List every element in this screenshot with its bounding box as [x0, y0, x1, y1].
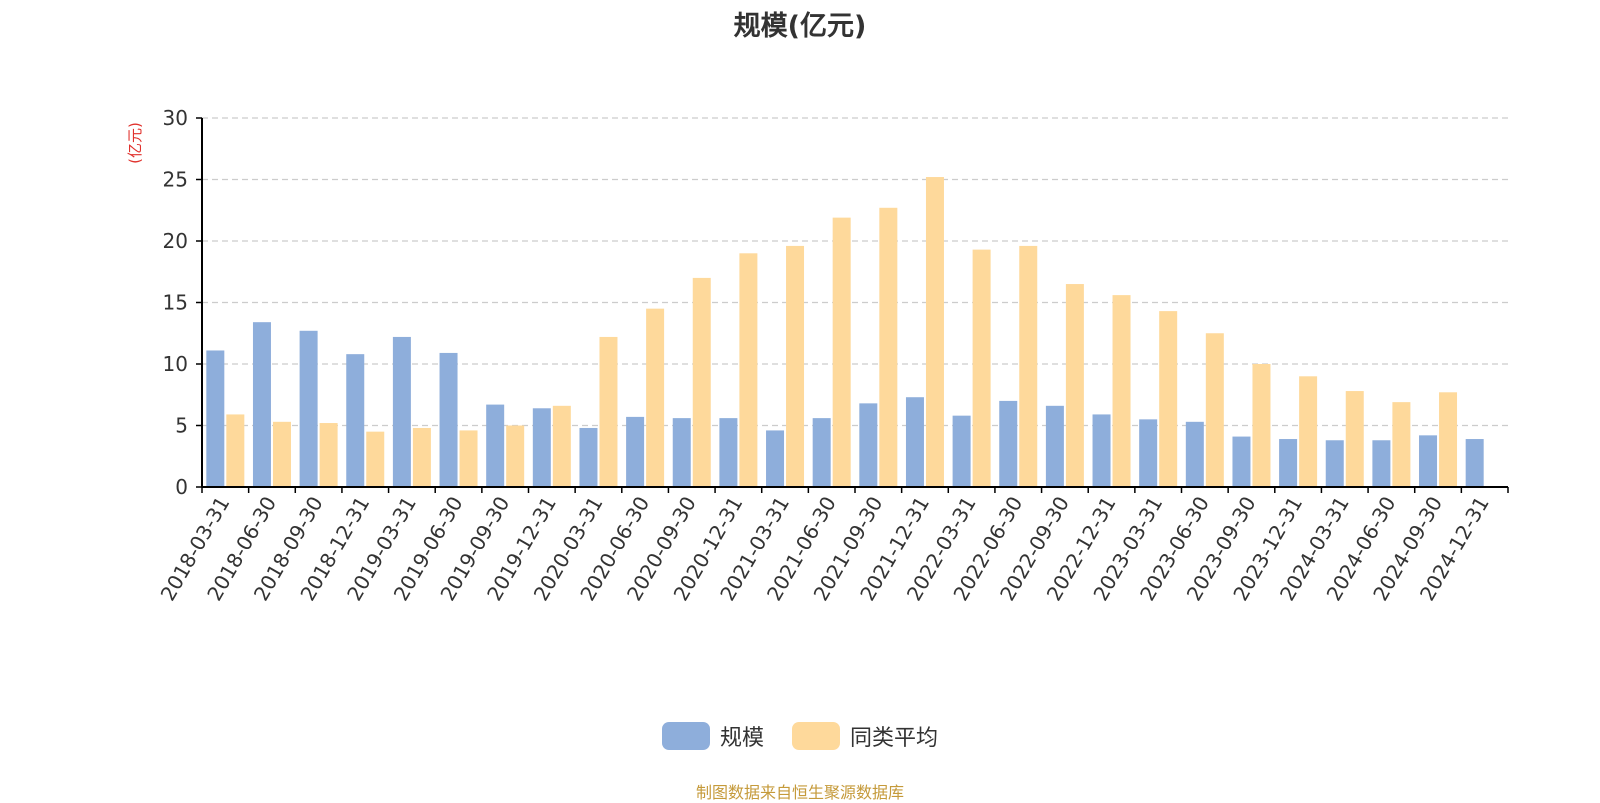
bar-series-1[interactable] — [905, 397, 924, 487]
bar-series-1[interactable] — [719, 418, 738, 487]
bar-series-1[interactable] — [579, 427, 598, 487]
bar-series-2[interactable] — [319, 423, 338, 487]
bar-series-1[interactable] — [1045, 405, 1064, 487]
legend-item-series-1[interactable]: 规模 — [661, 720, 764, 752]
bar-series-2[interactable] — [1439, 392, 1458, 487]
y-tick-label: 25 — [163, 168, 188, 192]
bar-series-1[interactable] — [299, 330, 318, 487]
bar-series-1[interactable] — [859, 403, 878, 487]
bar-series-1[interactable] — [206, 350, 225, 487]
y-tick-label: 30 — [163, 106, 188, 130]
y-tick-label: 5 — [175, 414, 188, 438]
bar-series-2[interactable] — [1345, 391, 1364, 487]
bar-series-2[interactable] — [925, 177, 944, 488]
bar-series-2[interactable] — [366, 431, 385, 487]
bar-series-1[interactable] — [812, 418, 831, 487]
bar-series-2[interactable] — [506, 425, 525, 488]
bar-series-1[interactable] — [1139, 419, 1158, 487]
bar-series-2[interactable] — [832, 217, 851, 487]
bar-series-1[interactable] — [672, 418, 691, 487]
bar-series-2[interactable] — [972, 249, 991, 487]
bar-series-1[interactable] — [1372, 440, 1391, 487]
bar-series-1[interactable] — [999, 400, 1018, 487]
bar-series-1[interactable] — [439, 352, 458, 487]
y-axis-label: (亿元) — [126, 122, 144, 164]
bar-series-1[interactable] — [1279, 439, 1298, 487]
gridlines — [202, 117, 1508, 427]
legend-item-series-2[interactable]: 同类平均 — [792, 720, 938, 752]
bar-series-2[interactable] — [1065, 284, 1084, 487]
bar-series-2[interactable] — [599, 336, 618, 487]
bars — [206, 177, 1484, 488]
bar-series-1[interactable] — [1325, 440, 1344, 487]
y-tick-label: 15 — [163, 291, 188, 315]
bar-series-2[interactable] — [1299, 376, 1318, 487]
bar-series-2[interactable] — [272, 421, 291, 487]
bar-series-1[interactable] — [1232, 436, 1251, 487]
bar-series-2[interactable] — [226, 414, 245, 487]
bar-series-1[interactable] — [252, 322, 271, 487]
legend-swatch-series-1 — [661, 722, 710, 750]
chart-title: 规模(亿元) — [733, 11, 867, 42]
bar-series-1[interactable] — [952, 415, 971, 487]
bar-series-2[interactable] — [1159, 311, 1178, 487]
y-tick-label: 20 — [163, 229, 188, 253]
axes — [196, 117, 1509, 493]
bar-series-1[interactable] — [1092, 414, 1111, 487]
y-tick-label: 10 — [163, 352, 188, 376]
bar-series-2[interactable] — [1112, 295, 1131, 487]
bar-series-2[interactable] — [459, 430, 478, 487]
bar-series-1[interactable] — [346, 354, 365, 487]
bar-series-1[interactable] — [766, 430, 785, 487]
bar-series-2[interactable] — [692, 277, 711, 487]
bar-series-1[interactable] — [532, 408, 551, 487]
bar-series-1[interactable] — [486, 404, 505, 487]
bar-series-2[interactable] — [552, 405, 571, 487]
bar-series-1[interactable] — [626, 416, 645, 487]
bar-series-2[interactable] — [786, 245, 805, 487]
bar-series-1[interactable] — [1419, 435, 1438, 487]
bar-series-2[interactable] — [879, 207, 898, 488]
bar-series-2[interactable] — [1392, 402, 1411, 487]
bar-series-2[interactable] — [1205, 333, 1224, 487]
bar-series-1[interactable] — [392, 336, 411, 487]
y-tick-label: 0 — [175, 475, 188, 499]
bar-series-2[interactable] — [739, 253, 758, 487]
legend: 规模 同类平均 — [0, 720, 1600, 752]
bar-series-2[interactable] — [412, 427, 431, 487]
legend-swatch-series-2 — [792, 722, 840, 750]
bar-series-1[interactable] — [1465, 439, 1484, 487]
bar-series-2[interactable] — [646, 308, 665, 487]
source-note: 制图数据来自恒生聚源数据库 — [695, 783, 904, 802]
bar-series-2[interactable] — [1019, 245, 1038, 487]
bar-series-2[interactable] — [1252, 364, 1271, 487]
legend-label-series-2: 同类平均 — [850, 726, 939, 751]
bar-series-1[interactable] — [1185, 421, 1204, 487]
legend-label-series-1: 规模 — [719, 726, 764, 751]
